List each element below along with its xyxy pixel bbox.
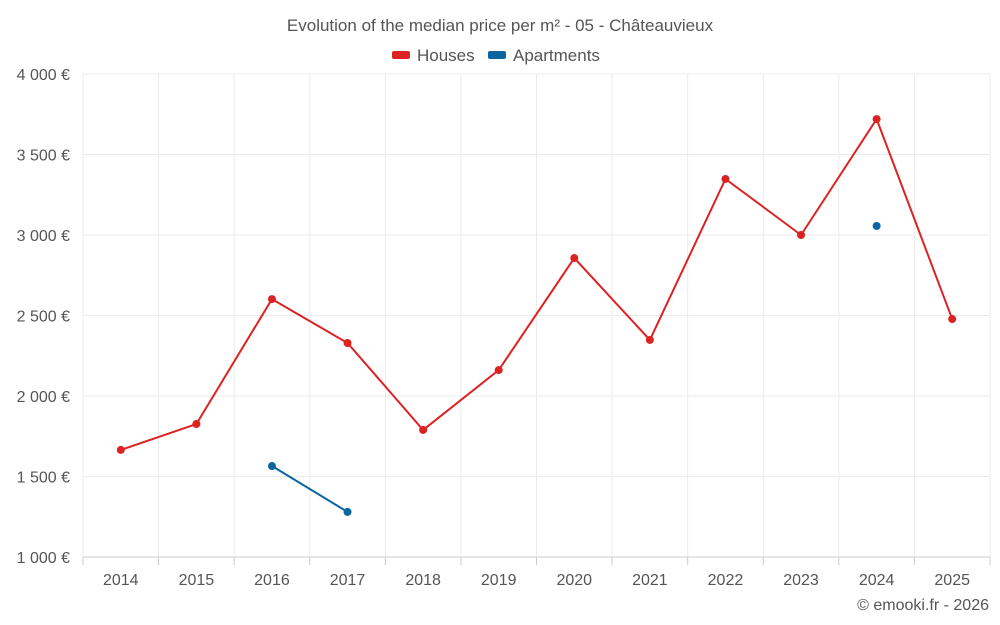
- legend-swatch: [488, 51, 506, 59]
- data-point: [494, 366, 503, 375]
- legend: Houses Apartments: [392, 46, 600, 65]
- data-point: [343, 339, 352, 348]
- x-tick-label: 2020: [556, 572, 592, 589]
- data-point: [570, 254, 579, 263]
- x-tick-label: 2016: [254, 572, 290, 589]
- data-point: [872, 115, 881, 124]
- series-apartments: [267, 221, 881, 516]
- y-tick-label: 4 000 €: [17, 67, 70, 84]
- x-tick-label: 2022: [708, 572, 744, 589]
- credit: © emooki.fr - 2026: [857, 597, 989, 614]
- x-tick-label: 2014: [103, 572, 139, 589]
- x-tick-label: 2021: [632, 572, 668, 589]
- y-tick-label: 2 000 €: [17, 389, 70, 406]
- x-tick-label: 2024: [859, 572, 895, 589]
- x-tick-label: 2017: [330, 572, 366, 589]
- data-point: [721, 174, 730, 183]
- x-tick-label: 2019: [481, 572, 517, 589]
- x-axis: 2014 2015 2016 2017 2018 2019 2020 2021 2022 2023…: [82, 557, 991, 589]
- legend-label: Houses: [417, 46, 475, 65]
- chart-title: Evolution of the median price per m² - 0…: [287, 16, 714, 35]
- data-point: [343, 507, 352, 516]
- data-point: [872, 221, 881, 230]
- y-tick-label: 3 500 €: [17, 148, 70, 165]
- x-tick-label: 2018: [405, 572, 441, 589]
- y-tick-label: 1 000 €: [17, 550, 70, 567]
- data-point: [419, 425, 428, 434]
- data-point: [797, 231, 806, 239]
- y-axis: 1 000 € 1 500 € 2 000 € 2 500 € 3 000 € 3 500…: [17, 67, 70, 567]
- data-point: [645, 335, 654, 344]
- y-tick-label: 3 000 €: [17, 228, 70, 245]
- series-line: [120, 116, 954, 451]
- data-point: [116, 445, 125, 454]
- data-point: [267, 295, 276, 304]
- data-point: [267, 462, 276, 471]
- y-tick-label: 2 500 €: [17, 309, 70, 326]
- data-point: [948, 315, 957, 324]
- x-tick-label: 2015: [179, 572, 215, 589]
- legend-swatch: [392, 51, 410, 59]
- data-point: [192, 420, 201, 429]
- series-layer: [116, 115, 957, 516]
- x-tick-label: 2025: [934, 572, 970, 589]
- series-line: [271, 465, 349, 513]
- x-tick-label: 2023: [783, 572, 819, 589]
- y-tick-label: 1 500 €: [17, 470, 70, 487]
- series-houses: [116, 115, 957, 454]
- legend-label: Apartments: [513, 46, 600, 65]
